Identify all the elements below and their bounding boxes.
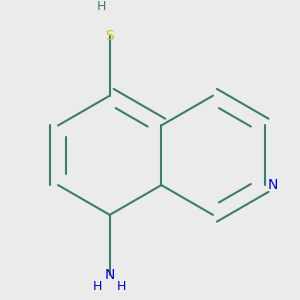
Text: H: H — [97, 0, 106, 13]
Text: H: H — [117, 280, 126, 293]
Text: S: S — [105, 29, 114, 43]
Text: N: N — [268, 178, 278, 192]
Text: H: H — [93, 280, 103, 293]
Text: N: N — [104, 268, 115, 281]
